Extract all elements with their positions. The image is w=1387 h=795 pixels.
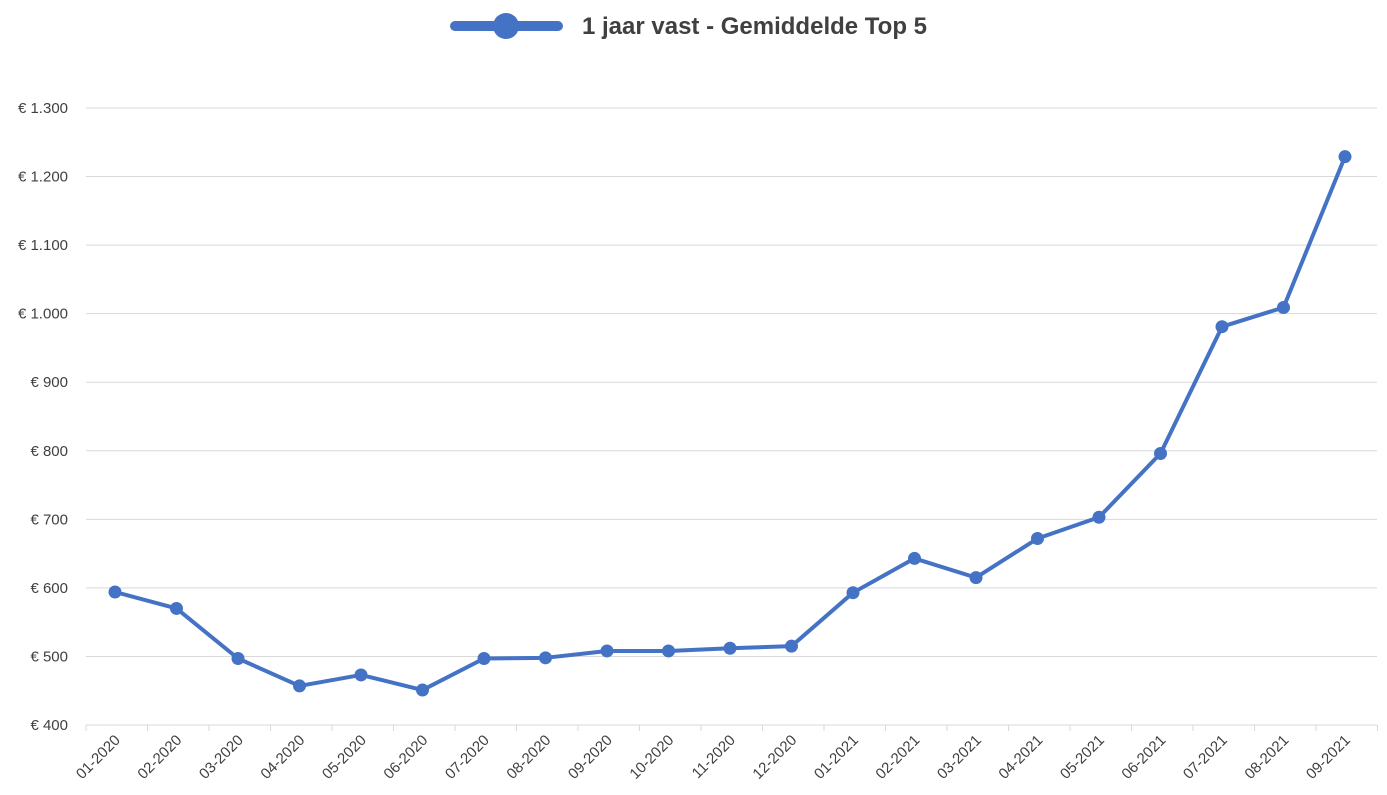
y-tick-label: € 500	[30, 648, 68, 665]
y-axis: € 400 € 500 € 600 € 700 € 800 € 900 € 1.000 € 1…	[18, 100, 68, 734]
x-tick-label: 08-2020	[503, 732, 554, 783]
data-point	[170, 601, 183, 615]
data-point	[1338, 150, 1352, 164]
x-tick-label: 04-2020	[257, 732, 308, 783]
y-tick-label: € 700	[30, 511, 68, 528]
y-tick-label: € 1.100	[18, 237, 68, 254]
legend-label: 1 jaar vast - Gemiddelde Top 5	[582, 13, 927, 40]
x-tick-label: 02-2021	[872, 732, 923, 783]
x-tick-label: 08-2021	[1241, 732, 1292, 783]
y-tick-label: € 800	[30, 443, 68, 460]
data-point	[1092, 510, 1106, 524]
data-point	[662, 644, 675, 658]
x-tick-label: 12-2020	[749, 732, 800, 783]
x-axis: 01-2020 02-2020 03-2020 04-2020 05-2020 06-20…	[73, 725, 1378, 783]
x-tick-label: 09-2020	[565, 732, 616, 783]
data-point	[477, 652, 491, 666]
legend: 1 jaar vast - Gemiddelde Top 5	[450, 13, 927, 40]
x-tick-label: 05-2020	[319, 732, 370, 783]
x-tick-label: 07-2021	[1180, 732, 1231, 783]
x-tick-label: 02-2020	[134, 732, 185, 783]
data-point	[723, 641, 737, 655]
data-point	[416, 683, 429, 697]
y-tick-label: € 600	[30, 580, 68, 597]
data-point	[1277, 300, 1290, 314]
data-point	[293, 679, 306, 693]
x-tick-label: 09-2021	[1303, 732, 1354, 783]
y-tick-label: € 1.000	[18, 306, 68, 323]
y-tick-label: € 400	[30, 717, 68, 734]
x-tick-label: 07-2020	[442, 732, 493, 783]
data-point	[108, 585, 122, 599]
data-point	[354, 668, 368, 682]
data-point	[1215, 320, 1229, 334]
legend-marker-icon	[493, 13, 519, 39]
data-point	[600, 644, 614, 658]
data-point	[231, 652, 245, 666]
y-tick-label: € 900	[30, 374, 68, 391]
x-tick-label: 11-2020	[689, 732, 739, 782]
x-tick-label: 10-2020	[626, 732, 677, 783]
x-tick-label: 04-2021	[995, 732, 1046, 783]
gridlines	[86, 107, 1377, 726]
data-point	[539, 651, 552, 665]
data-point	[1154, 447, 1167, 461]
data-point	[846, 586, 860, 600]
x-tick-label: 06-2020	[380, 732, 431, 783]
series-group	[108, 150, 1352, 697]
y-tick-label: € 1.300	[18, 100, 68, 117]
x-tick-label: 05-2021	[1057, 732, 1108, 783]
y-tick-label: € 1.200	[18, 169, 68, 186]
data-point	[908, 551, 921, 565]
x-tick-label: 01-2021	[811, 732, 862, 783]
data-point	[1031, 532, 1044, 546]
x-tick-label: 01-2020	[73, 732, 124, 783]
x-tick-label: 03-2021	[934, 732, 985, 783]
data-point	[969, 571, 983, 585]
x-tick-label: 03-2020	[196, 732, 247, 783]
x-tick-label: 06-2021	[1118, 732, 1169, 783]
data-point	[785, 639, 798, 653]
series-line	[113, 154, 1347, 693]
